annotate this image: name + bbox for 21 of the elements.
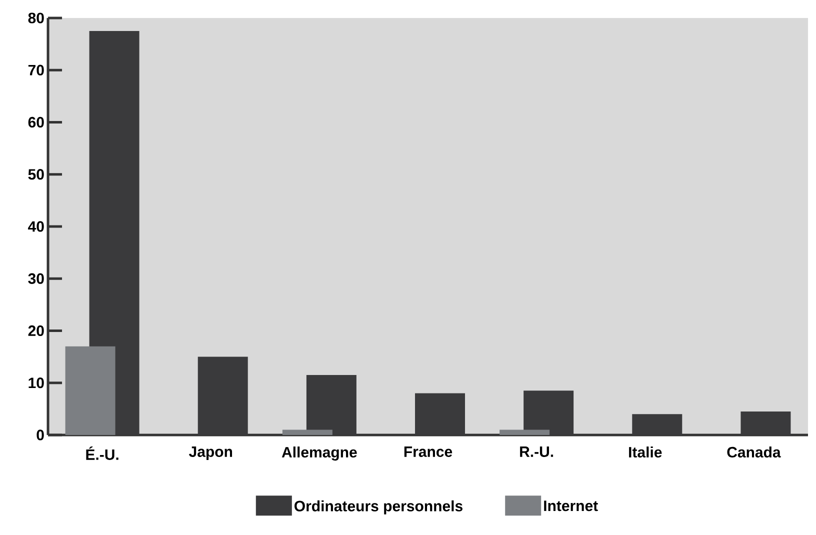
- bar: [282, 430, 332, 435]
- legend-label: Ordinateurs personnels: [294, 500, 462, 514]
- y-tick-label: 0: [36, 430, 44, 440]
- legend-label: Internet: [544, 500, 598, 512]
- y-tick-label: 40: [28, 221, 44, 232]
- y-tick-label: 70: [28, 64, 44, 76]
- y-tick-label: 50: [28, 169, 44, 180]
- x-tick-label: É.-U.: [86, 446, 118, 460]
- x-tick-label: France: [404, 446, 452, 457]
- x-tick-label: Canada: [727, 446, 781, 458]
- y-tick-label: 20: [28, 325, 44, 336]
- bar: [500, 430, 550, 435]
- bar: [65, 346, 116, 435]
- x-tick-label: Italie: [629, 446, 662, 458]
- y-tick-label: 30: [28, 273, 44, 284]
- y-tick-label: 10: [28, 378, 44, 388]
- x-tick-label: Allemagne: [282, 446, 357, 461]
- y-tick-label: 60: [28, 116, 44, 128]
- x-tick-label: Japon: [189, 446, 232, 460]
- y-tick-label: 80: [28, 12, 44, 24]
- x-tick-label: R.-U.: [520, 446, 554, 457]
